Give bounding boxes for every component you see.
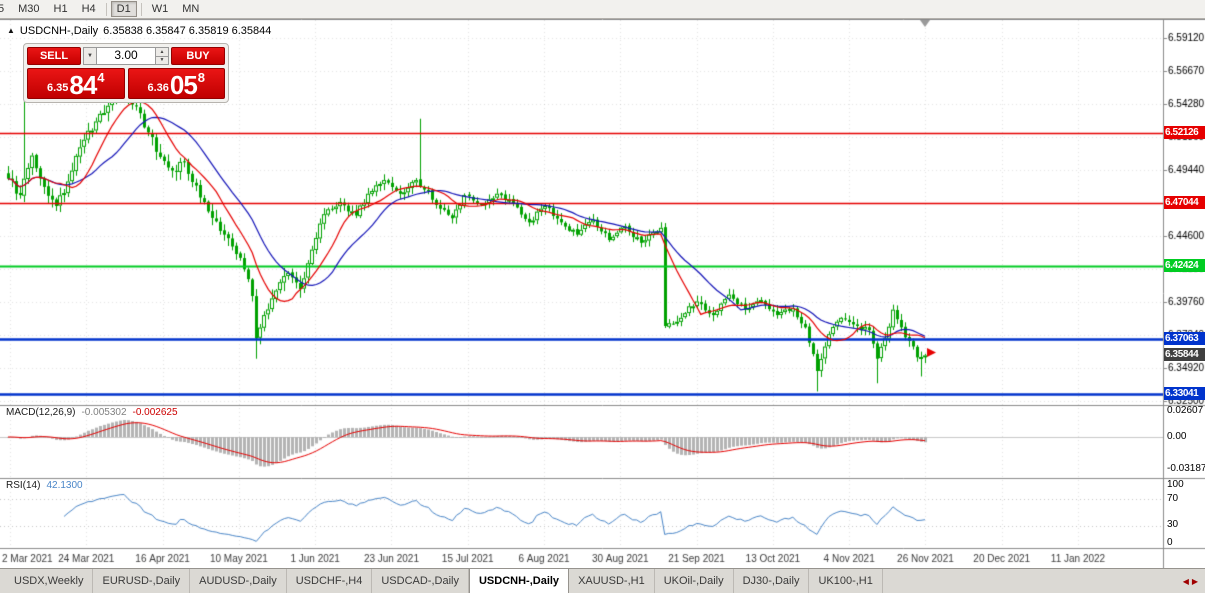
timeframe-button-5[interactable]: 5 (0, 1, 10, 17)
macd-signal-value: -0.002625 (132, 407, 178, 418)
sell-button[interactable]: SELL (27, 47, 81, 65)
timeframe-button-d1[interactable]: D1 (110, 1, 137, 17)
volume-value[interactable]: 3.00 (114, 48, 138, 62)
timeframe-button-h1[interactable]: H1 (48, 1, 74, 17)
chart-symbol-title: ▲ USDCNH-,Daily 6.35838 6.35847 6.35819 … (7, 25, 271, 37)
timeframe-button-h4[interactable]: H4 (76, 1, 102, 17)
toolbar-separator (140, 2, 142, 16)
macd-main-value: -0.005302 (81, 407, 127, 418)
timeframe-button-mn[interactable]: MN (176, 1, 205, 17)
volume-spinner: ▲ ▼ (155, 48, 168, 64)
buy-button[interactable]: BUY (171, 47, 225, 65)
trade-prices-row: 6.35 84 4 6.36 05 8 (27, 68, 225, 99)
tab-scroll-controls: ◀ ▶ (1183, 569, 1205, 593)
symbol-tab-usdcnh[interactable]: USDCNH-,Daily (468, 569, 570, 593)
volume-increment-button[interactable]: ▲ (156, 48, 168, 57)
level-price-badge: 6.47044 (1164, 196, 1205, 209)
buy-price-display[interactable]: 6.36 05 8 (127, 68, 225, 100)
symbol-marker-icon: ▲ (7, 26, 15, 35)
trade-controls-row: SELL ▼ 3.00 ▲ ▼ BUY (27, 47, 225, 65)
symbol-tab-xauusd[interactable]: XAUUSD-,H1 (569, 569, 655, 593)
rsi-name: RSI(14) (6, 480, 41, 491)
timeframe-button-w1[interactable]: W1 (146, 1, 175, 17)
level-price-badge: 6.42424 (1164, 259, 1205, 272)
buy-price-main: 6.36 (147, 82, 169, 94)
symbol-tab-uk100[interactable]: UK100-,H1 (809, 569, 883, 593)
symbol-ohlc: 6.35838 6.35847 6.35819 6.35844 (103, 25, 272, 37)
symbol-tab-audusd[interactable]: AUDUSD-,Daily (190, 569, 287, 593)
volume-decrement-button[interactable]: ▼ (156, 56, 168, 64)
symbol-tab-usdcad[interactable]: USDCAD-,Daily (372, 569, 469, 593)
symbol-tab-dj30[interactable]: DJ30-,Daily (734, 569, 810, 593)
sell-price-display[interactable]: 6.35 84 4 (27, 68, 125, 99)
buy-price-pip: 8 (197, 70, 206, 85)
one-click-trading-panel: SELL ▼ 3.00 ▲ ▼ BUY 6.35 84 4 6.36 05 8 (23, 43, 229, 103)
rsi-axis-value: 70 (1167, 493, 1179, 504)
sell-price-main: 6.35 (46, 82, 69, 94)
macd-name: MACD(12,26,9) (6, 407, 76, 418)
rsi-value: 42.1300 (46, 480, 83, 491)
tab-scroll-left-icon[interactable]: ◀ (1182, 576, 1189, 586)
timeframe-button-m30[interactable]: M30 (12, 1, 45, 17)
macd-axis-value: 0.02607 (1167, 405, 1204, 416)
sell-price-pip: 4 (97, 70, 105, 85)
rsi-axis-value: 0 (1167, 537, 1173, 548)
symbol-tabs: ◀ ▶ USDX,Weekly EURUSD-,Daily AUDUSD-,Dail… (0, 568, 1205, 593)
rsi-axis-value: 30 (1167, 519, 1179, 530)
symbol-tab-usdx[interactable]: USDX,Weekly (5, 569, 94, 593)
rsi-axis-value: 100 (1167, 479, 1184, 490)
symbol-name: USDCNH-,Daily (19, 25, 99, 37)
level-price-badge: 6.37063 (1164, 332, 1205, 345)
toolbar-separator (105, 2, 107, 16)
buy-price-big: 05 (169, 70, 198, 100)
symbol-tab-ukoil[interactable]: UKOil-,Daily (655, 569, 734, 593)
macd-axis-value: 0.00 (1167, 431, 1187, 442)
macd-indicator-label: MACD(12,26,9) -0.005302 -0.002625 (6, 407, 178, 418)
current-price-badge: 6.35844 (1164, 348, 1205, 361)
volume-dropdown-icon[interactable]: ▼ (84, 48, 97, 64)
symbol-tab-eurusd[interactable]: EURUSD-,Daily (93, 569, 191, 593)
volume-field: ▼ 3.00 ▲ ▼ (83, 47, 169, 65)
symbol-tab-usdchf[interactable]: USDCHF-,H4 (287, 569, 373, 593)
macd-axis-value: -0.03187 (1167, 463, 1205, 474)
sell-price-big: 84 (69, 70, 97, 100)
level-price-badge: 6.52126 (1164, 126, 1205, 139)
rsi-indicator-label: RSI(14) 42.1300 (6, 480, 83, 491)
tab-scroll-right-icon[interactable]: ▶ (1191, 576, 1198, 586)
level-price-badge: 6.33041 (1164, 387, 1205, 400)
